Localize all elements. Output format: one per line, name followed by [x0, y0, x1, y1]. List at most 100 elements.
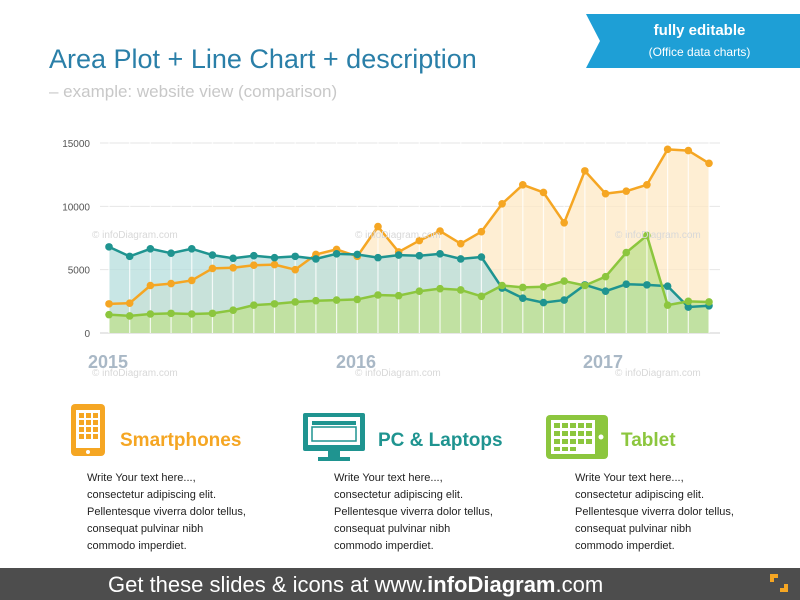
point-tablet	[705, 298, 713, 306]
point-pc	[125, 252, 134, 261]
year-label-2015: 2015	[88, 352, 129, 372]
tablet-icon	[546, 415, 608, 459]
smartphone-icon	[71, 404, 105, 456]
point-pc	[684, 303, 693, 311]
point-smartphones	[187, 276, 196, 285]
point-smartphones	[539, 188, 548, 197]
point-pc	[312, 255, 320, 263]
point-pc	[394, 251, 403, 259]
point-pc	[146, 244, 155, 253]
point-pc	[229, 254, 237, 263]
point-pc	[539, 298, 548, 307]
year-label-2016: 2016	[336, 352, 377, 372]
point-smartphones	[456, 239, 465, 248]
point-tablet	[663, 301, 672, 309]
point-smartphones	[581, 167, 589, 175]
point-tablet	[291, 298, 300, 306]
point-pc	[601, 287, 610, 296]
badge-subtitle: (Office data charts)	[648, 45, 751, 59]
point-tablet	[250, 301, 258, 309]
point-pc	[291, 252, 300, 261]
y-tick-label: 0	[84, 329, 90, 340]
point-tablet	[229, 306, 237, 315]
point-smartphones	[125, 299, 134, 308]
point-tablet	[374, 291, 382, 299]
point-tablet	[312, 296, 320, 305]
point-pc	[643, 281, 651, 289]
point-smartphones	[374, 222, 382, 231]
badge-title: fully editable	[653, 22, 746, 39]
legend-description-pc-laptops: Write Your text here..., consectetur adi…	[334, 472, 493, 552]
watermark: © infoDiagram.com	[355, 368, 441, 379]
area-tablet	[109, 235, 709, 333]
point-smartphones	[105, 300, 113, 308]
point-pc	[663, 282, 672, 290]
point-tablet	[560, 277, 568, 285]
point-tablet	[353, 295, 362, 304]
point-smartphones	[705, 159, 713, 168]
brand-corner-icon	[770, 574, 788, 592]
point-smartphones	[229, 263, 237, 272]
footer-cta[interactable]: Get these slides & icons at www.infoDiag…	[108, 572, 604, 597]
point-smartphones	[167, 279, 175, 288]
point-smartphones	[146, 281, 155, 290]
point-smartphones	[560, 219, 568, 227]
point-smartphones	[208, 264, 217, 273]
point-tablet	[394, 291, 403, 300]
watermark: © infoDiagram.com	[615, 368, 701, 379]
point-tablet	[415, 287, 424, 296]
point-smartphones	[436, 227, 444, 235]
year-label-2017: 2017	[583, 352, 624, 372]
point-pc	[105, 243, 113, 251]
y-tick-label: 15000	[62, 139, 90, 150]
point-tablet	[518, 283, 527, 292]
point-pc	[167, 249, 175, 257]
point-tablet	[167, 309, 175, 318]
point-smartphones	[601, 189, 610, 198]
legend-description-tablet: Write Your text here..., consectetur adi…	[575, 472, 734, 552]
point-tablet	[684, 297, 693, 306]
point-pc	[622, 280, 631, 289]
watermark: © infoDiagram.com	[615, 230, 701, 241]
point-smartphones	[643, 181, 651, 189]
point-tablet	[456, 286, 465, 294]
point-pc	[477, 253, 486, 261]
editable-badge-ribbon	[586, 14, 800, 68]
point-pc	[353, 250, 362, 259]
point-pc	[415, 251, 424, 260]
point-smartphones	[291, 265, 300, 274]
point-pc	[436, 250, 444, 258]
point-pc	[250, 251, 258, 260]
point-tablet	[105, 310, 113, 319]
point-smartphones	[518, 181, 527, 189]
point-smartphones	[622, 187, 631, 195]
footer-bar	[0, 568, 800, 600]
point-tablet	[498, 281, 506, 290]
point-pc	[560, 296, 568, 304]
watermark: © infoDiagram.com	[92, 230, 178, 241]
point-tablet	[539, 282, 548, 291]
point-tablet	[125, 312, 134, 320]
y-tick-label: 5000	[68, 266, 91, 277]
point-pc	[187, 244, 196, 253]
point-smartphones	[250, 261, 258, 270]
point-tablet	[270, 300, 279, 308]
point-tablet	[436, 284, 444, 293]
point-tablet	[622, 248, 631, 257]
slide-subtitle: – example: website view (comparison)	[49, 82, 338, 101]
watermark: © infoDiagram.com	[92, 368, 178, 379]
point-pc	[208, 251, 217, 259]
legend-label-smartphones: Smartphones	[120, 430, 242, 451]
point-pc	[518, 294, 527, 302]
area-line-chart: 0 5000 10000 15000	[62, 138, 720, 340]
desktop-computer-icon	[303, 413, 365, 461]
point-pc	[332, 250, 341, 258]
point-tablet	[601, 272, 610, 281]
legend-label-pc-laptops: PC & Laptops	[378, 430, 503, 451]
point-tablet	[643, 231, 651, 240]
point-smartphones	[684, 146, 693, 155]
slide-title: Area Plot + Line Chart + description	[49, 44, 477, 74]
point-tablet	[146, 310, 155, 318]
y-tick-label: 10000	[62, 202, 90, 213]
point-tablet	[208, 309, 217, 318]
